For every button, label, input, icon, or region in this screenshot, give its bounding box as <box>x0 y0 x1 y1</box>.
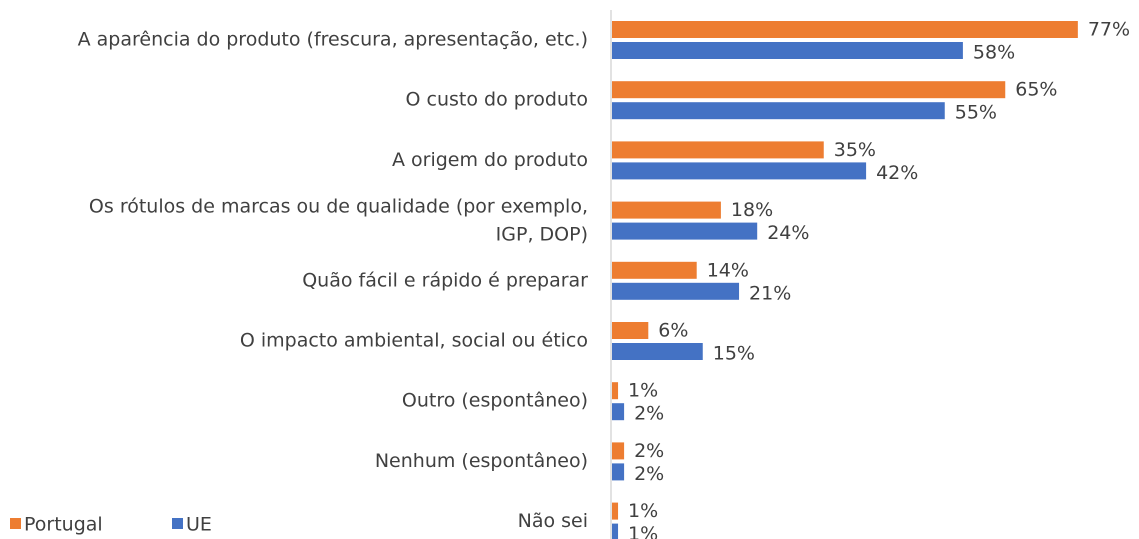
category-label: Nenhum (espontâneo) <box>375 450 588 472</box>
value-label: 1% <box>628 500 658 522</box>
value-label: 2% <box>634 440 664 462</box>
bar <box>612 463 625 481</box>
bar <box>612 322 649 339</box>
bar <box>612 141 824 159</box>
value-label: 24% <box>767 222 809 244</box>
value-label: 1% <box>628 380 658 402</box>
value-label: 15% <box>713 343 755 365</box>
bar <box>612 21 1078 38</box>
category-label: Os rótulos de marcas ou de qualidade (po… <box>89 195 588 245</box>
bar <box>612 282 740 300</box>
bar <box>612 201 721 219</box>
value-label: 65% <box>1015 79 1057 101</box>
value-label: 6% <box>658 320 688 342</box>
bar <box>612 162 867 180</box>
value-label: 2% <box>634 403 664 425</box>
category-label: O impacto ambiental, social ou ético <box>240 330 588 352</box>
legend-swatch <box>10 518 21 529</box>
category-label: O custo do produto <box>406 89 588 111</box>
bar <box>612 502 619 520</box>
bar <box>612 382 619 400</box>
value-label: 14% <box>707 259 749 281</box>
value-label: 77% <box>1088 19 1130 41</box>
category-label: Outro (espontâneo) <box>402 390 588 412</box>
value-label: 1% <box>628 523 658 539</box>
bar <box>612 81 1006 99</box>
bar <box>612 523 619 539</box>
value-label: 18% <box>731 199 773 221</box>
value-label: 58% <box>973 42 1015 64</box>
bar <box>612 403 625 421</box>
legend-label: Portugal <box>24 514 103 536</box>
bar <box>612 42 963 59</box>
value-label: 55% <box>955 102 997 124</box>
category-label: A origem do produto <box>392 149 588 171</box>
value-label: 21% <box>749 282 791 304</box>
value-label: 42% <box>876 162 918 184</box>
bar <box>612 102 945 120</box>
legend-swatch <box>172 518 183 529</box>
bar <box>612 261 697 279</box>
legend-label: UE <box>186 514 212 536</box>
category-label: A aparência do produto (frescura, aprese… <box>78 29 588 51</box>
category-label: Não sei <box>518 510 588 532</box>
bar <box>612 442 625 460</box>
bar <box>612 343 703 360</box>
value-label: 2% <box>634 463 664 485</box>
category-label: Quão fácil e rápido é preparar <box>302 269 588 291</box>
bar <box>612 222 758 240</box>
value-label: 35% <box>834 139 876 161</box>
